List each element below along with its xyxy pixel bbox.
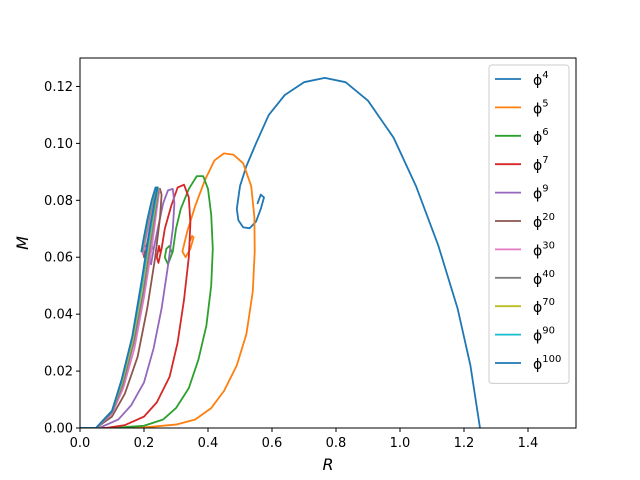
legend-label-phi100: ϕ100	[533, 354, 561, 373]
y-tick-label: 0.00	[44, 422, 73, 437]
y-tick-label: 0.10	[44, 137, 73, 152]
axes-frame	[79, 57, 577, 429]
x-tick-label: 0.2	[134, 436, 155, 451]
legend: ϕ4 ϕ5 ϕ6 ϕ7 ϕ9 ϕ20 ϕ30 ϕ40 ϕ70 ϕ90 ϕ100	[488, 64, 570, 384]
legend-label-phi70: ϕ70	[533, 297, 555, 316]
series-line-phi7	[80, 183, 192, 428]
y-tick-label: 0.08	[44, 194, 73, 209]
y-axis: 0.00 0.02 0.04 0.06 0.08 0.10 0.12	[44, 80, 80, 437]
plot-area	[79, 57, 577, 429]
legend-label-phi30: ϕ30	[533, 240, 555, 259]
y-tick-label: 0.04	[44, 308, 73, 323]
y-tick-label: 0.12	[44, 80, 73, 95]
legend-label-phi7: ϕ7	[533, 155, 549, 174]
series-line-phi30	[80, 186, 161, 428]
legend-frame	[488, 64, 570, 384]
y-tick-label: 0.06	[44, 251, 73, 266]
x-tick-label: 0.8	[326, 436, 347, 451]
legend-label-phi9: ϕ9	[533, 184, 549, 203]
x-tick-label: 0.0	[70, 436, 91, 451]
legend-label-phi90: ϕ90	[533, 326, 555, 345]
series-layer	[80, 77, 481, 428]
x-tick-label: 0.4	[198, 436, 219, 451]
legend-label-phi40: ϕ40	[533, 269, 555, 288]
series-line-phi100	[80, 186, 159, 428]
x-tick-label: 1.0	[390, 436, 411, 451]
series-line-phi5	[80, 152, 256, 428]
x-tick-label: 0.6	[262, 436, 283, 451]
x-axis: 0.0 0.2 0.4 0.6 0.8 1.0 1.2 1.4	[70, 428, 539, 451]
legend-label-phi20: ϕ20	[533, 212, 555, 231]
y-axis-label: M	[13, 236, 32, 250]
legend-label-phi4: ϕ4	[533, 70, 549, 89]
legend-label-phi5: ϕ5	[533, 98, 549, 117]
series-line-phi6	[80, 175, 214, 428]
legend-label-phi6: ϕ6	[533, 127, 549, 146]
x-tick-label: 1.4	[518, 436, 539, 451]
series-line-phi4	[235, 77, 481, 428]
x-axis-label: R	[322, 455, 333, 474]
y-tick-label: 0.02	[44, 365, 73, 380]
series-line-phi9	[80, 188, 176, 428]
x-tick-label: 1.2	[454, 436, 475, 451]
